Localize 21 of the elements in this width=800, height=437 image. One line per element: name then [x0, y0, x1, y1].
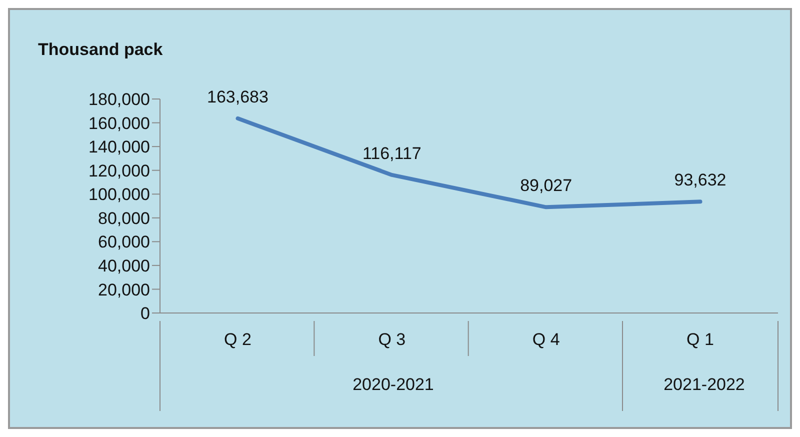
- data-label: 116,117: [362, 144, 422, 163]
- x-tick-label: Q 1: [686, 330, 714, 349]
- y-tick-label: 180,000: [88, 90, 150, 110]
- text: 2020-2021: [352, 375, 434, 394]
- x-tick-label: Q 4: [532, 330, 560, 349]
- x-tick-label: Q 3: [378, 330, 406, 349]
- y-tick-label: 160,000: [88, 114, 150, 133]
- y-tick-label: 120,000: [88, 161, 150, 180]
- data-label: 93,632: [674, 170, 726, 190]
- text: 2021-2022: [664, 375, 745, 394]
- x-tick-label: Q 2: [224, 330, 252, 349]
- data-label: 89,027: [520, 176, 572, 196]
- y-tick-label: 80,000: [98, 208, 150, 228]
- y-tick-label: 40,000: [98, 256, 150, 276]
- y-tick-label: 140,000: [88, 138, 150, 157]
- y-tick-label: 100,000: [88, 185, 150, 204]
- y-axis-title: Thousand pack: [38, 40, 163, 60]
- y-tick-label: 20,000: [98, 280, 150, 300]
- y-tick-label: 0: [140, 304, 150, 324]
- data-label: 163,683: [207, 87, 268, 106]
- y-tick-label: 60,000: [98, 232, 150, 252]
